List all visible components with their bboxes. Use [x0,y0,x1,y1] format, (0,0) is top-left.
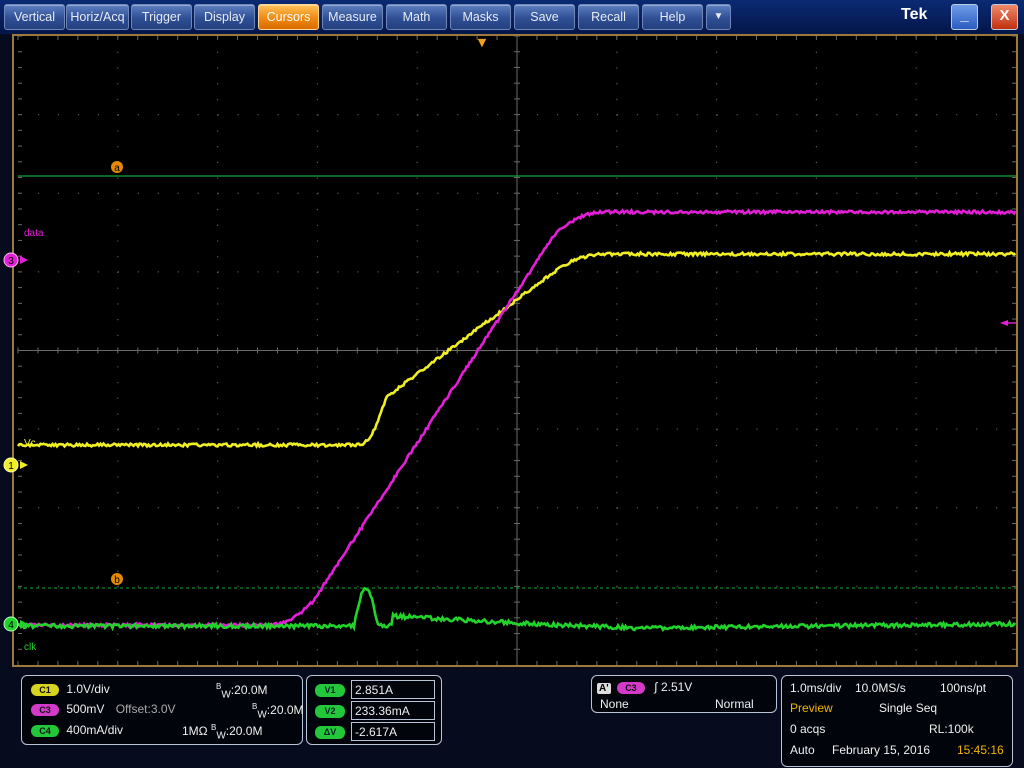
ch3-settings[interactable]: C3 500mV Offset:3.0V [31,702,176,716]
ch1-settings[interactable]: C1 1.0V/div [31,682,110,696]
v1-chip: V1 [315,684,345,697]
cursor-a-label: a [114,163,120,174]
time: 15:45:16 [957,743,1004,757]
ch4-chip[interactable]: C4 [31,725,59,737]
menu-more-button[interactable]: ▼ [706,4,731,30]
trigger-level: 2.51V [661,680,692,694]
ch1-bandwidth: BW:20.0M [216,682,268,700]
trigger-panel[interactable]: A' C3 ∫ 2.51V None Normal [591,675,777,713]
menu-cursors-button[interactable]: Cursors [258,4,319,30]
acquisition-panel[interactable]: 1.0ms/div 10.0MS/s 100ns/pt Preview Sing… [781,675,1013,767]
trigger-position-marker: ▼ [478,36,487,49]
cursor-readout-panel[interactable]: V1 2.851A V2 233.36mA ΔV -2.617A [306,675,442,745]
menu-bar: Vertical Horiz/Acq Trigger Display Curso… [0,0,1024,35]
date: February 15, 2016 [832,743,930,757]
menu-horiz-acq-button[interactable]: Horiz/Acq [66,4,129,30]
trigger-coupling: None [600,697,629,711]
trigger-level-arrow [1000,320,1008,326]
run-mode: Single Seq [879,701,937,715]
menu-vertical-button[interactable]: Vertical [4,4,65,30]
v2-value: 233.36mA [351,701,435,720]
trigger-mode: Normal [715,697,754,711]
v1-value: 2.851A [351,680,435,699]
acquisition-count: 0 acqs [790,722,825,736]
menu-masks-button[interactable]: Masks [450,4,511,30]
channel-settings-panel[interactable]: C1 1.0V/div BW:20.0M C3 500mV Offset:3.0… [21,675,303,745]
resolution: 100ns/pt [940,681,986,695]
v2-chip: V2 [315,705,345,718]
trigger-source-chip: C3 [617,682,645,694]
preview-status: Preview [790,701,833,715]
menu-math-button[interactable]: Math [386,4,447,30]
menu-trigger-button[interactable]: Trigger [131,4,192,30]
ch1-chip[interactable]: C1 [31,684,59,696]
trigger-run-mode: Auto [790,743,815,757]
menu-display-button[interactable]: Display [194,4,255,30]
tek-logo: Tek [901,6,927,24]
menu-help-button[interactable]: Help [642,4,703,30]
menu-recall-button[interactable]: Recall [578,4,639,30]
ch4-settings[interactable]: C4 400mA/div [31,723,123,737]
ch3-chip[interactable]: C3 [31,704,59,716]
ch1-ground-marker: 1 [8,461,14,472]
ch4-label: clk [24,642,37,653]
ch3-ground-marker: 3 [8,256,14,267]
waveform-display[interactable]: a b ▼ data Vc clk [12,34,1018,667]
trigger-a-label: A' [597,683,611,694]
grid-lines [18,36,1016,665]
delta-v-value: -2.617A [351,722,435,741]
ch4-ground-marker: 4 [8,620,14,631]
menu-save-button[interactable]: Save [514,4,575,30]
ch3-label: data [24,228,44,239]
minimize-button[interactable]: _ [951,4,978,30]
graticule: a b ▼ data Vc clk [14,36,1016,665]
sample-rate: 10.0MS/s [855,681,906,695]
record-length: RL:100k [929,722,974,736]
ch3-offset: Offset:3.0V [116,702,176,716]
ch3-scale: 500mV [66,702,104,716]
ch1-scale: 1.0V/div [66,682,109,696]
channel-markers: 3 1 4 [0,250,34,640]
ch4-scale: 400mA/div [66,723,123,737]
timebase: 1.0ms/div [790,681,841,695]
close-button[interactable]: X [991,4,1018,30]
cursor-b-label: b [114,575,120,586]
ch4-impedance-bandwidth: 1MΩ BW:20.0M [182,723,262,741]
delta-v-chip: ΔV [315,726,345,739]
menu-measure-button[interactable]: Measure [322,4,383,30]
ch3-bandwidth: BW:20.0M [252,702,304,720]
rising-edge-icon: ∫ [654,680,657,694]
